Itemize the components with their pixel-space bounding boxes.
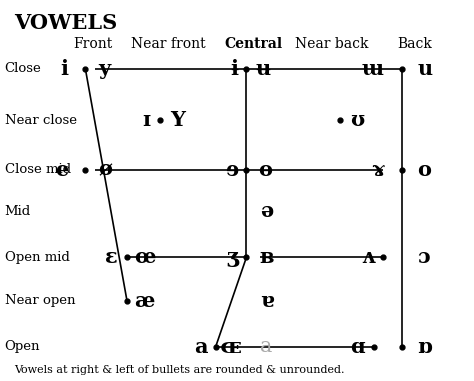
Text: ɵ: ɵ: [258, 160, 273, 179]
Text: Close: Close: [5, 62, 42, 75]
Text: ɐ: ɐ: [260, 291, 273, 311]
Text: ʌ: ʌ: [361, 247, 374, 267]
Text: Near open: Near open: [5, 295, 75, 307]
Text: VOWELS: VOWELS: [14, 13, 118, 33]
Text: ʒ: ʒ: [226, 247, 238, 267]
Text: Near back: Near back: [295, 37, 369, 51]
Text: в: в: [260, 247, 274, 267]
Text: a: a: [260, 337, 272, 356]
Text: y: y: [98, 59, 110, 78]
Text: Near close: Near close: [5, 114, 77, 126]
Text: ʊ: ʊ: [350, 110, 364, 130]
Text: o: o: [417, 160, 431, 179]
Text: ɘ: ɘ: [225, 160, 238, 179]
Text: æ: æ: [134, 291, 154, 311]
Text: ɑ: ɑ: [350, 337, 365, 357]
Text: ə: ə: [260, 202, 273, 221]
Text: Vowels at right & left of bullets are rounded & unrounded.: Vowels at right & left of bullets are ro…: [14, 365, 345, 375]
Text: Open mid: Open mid: [5, 251, 70, 264]
Text: Close mid: Close mid: [5, 163, 71, 176]
Text: ɤ: ɤ: [371, 160, 384, 179]
Text: e: e: [55, 160, 69, 179]
Text: ɯ: ɯ: [362, 59, 384, 78]
Text: a: a: [194, 337, 207, 357]
Text: Back: Back: [397, 37, 432, 51]
Text: ɛ: ɛ: [105, 247, 118, 267]
Text: ø: ø: [98, 160, 112, 179]
Text: ɒ: ɒ: [417, 337, 432, 357]
Text: Front: Front: [73, 37, 112, 51]
Text: ʉ: ʉ: [255, 59, 270, 78]
Text: Mid: Mid: [5, 205, 31, 218]
Text: ɶ: ɶ: [220, 337, 242, 357]
Text: Y: Y: [170, 110, 185, 130]
Text: ɪ: ɪ: [143, 110, 151, 130]
Text: ɨ: ɨ: [230, 59, 238, 78]
Text: u: u: [417, 59, 432, 78]
Text: ɔ: ɔ: [417, 247, 430, 267]
Text: Central: Central: [225, 37, 283, 51]
Text: œ: œ: [134, 247, 155, 267]
Text: Near front: Near front: [131, 37, 206, 51]
Text: Open: Open: [5, 340, 40, 353]
Text: i: i: [61, 59, 69, 78]
